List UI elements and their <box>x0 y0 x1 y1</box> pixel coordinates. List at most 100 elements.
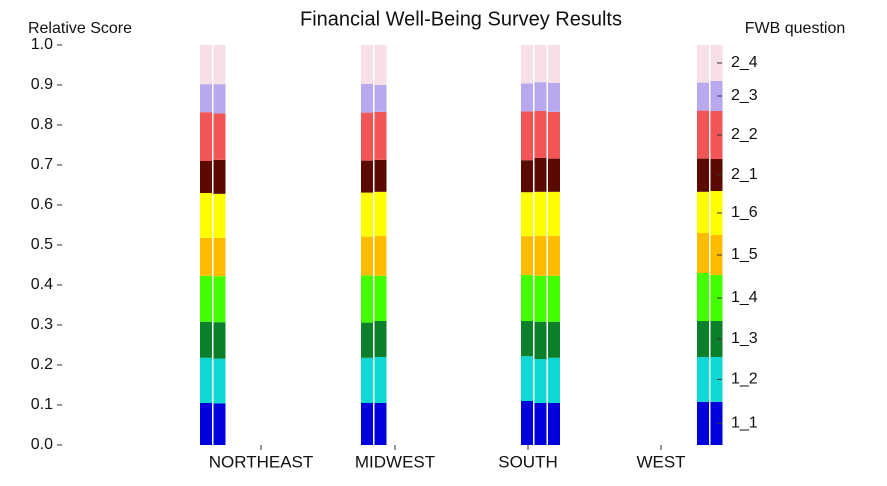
bar-segment <box>548 111 560 159</box>
bar-segment <box>374 321 387 357</box>
y-tick-label: 0.7 <box>31 156 53 173</box>
bar-segment <box>374 85 387 112</box>
bar-segment <box>710 159 723 191</box>
bar-segment <box>213 113 226 160</box>
bar-segment <box>697 273 709 321</box>
bar-segment <box>361 83 373 113</box>
y-tick-label: 0.6 <box>31 196 53 213</box>
bar-segment <box>534 157 547 192</box>
bar-segment <box>710 111 723 159</box>
bar-segment <box>534 321 547 359</box>
y-tick-label: 0.4 <box>31 276 53 293</box>
bar-segment <box>534 235 547 276</box>
legend-label: 2_3 <box>731 87 758 104</box>
bar-segment <box>374 235 387 276</box>
bar-segment <box>710 357 723 402</box>
bar-segment <box>521 192 533 237</box>
bar-segment <box>710 275 723 321</box>
x-tick-label: MIDWEST <box>355 452 435 471</box>
bar-segment <box>534 82 547 111</box>
bar-segment <box>213 159 226 194</box>
bar-segment <box>374 111 387 160</box>
bar-segment <box>548 191 560 236</box>
bar-segment <box>521 160 533 193</box>
legend-label: 1_4 <box>731 289 758 306</box>
bar-segment <box>697 158 709 192</box>
bar-segment <box>374 45 387 85</box>
bar-segment <box>548 158 560 192</box>
bar-segment <box>374 403 387 445</box>
bar-segment <box>710 401 723 445</box>
bar-segment <box>697 110 709 159</box>
bar-segment <box>213 45 226 85</box>
y-tick-label: 0.9 <box>31 76 53 93</box>
bar-segment <box>521 111 533 161</box>
bar-segment <box>213 322 226 359</box>
bar-segment <box>200 84 212 113</box>
y-tick-label: 0.1 <box>31 396 53 413</box>
bar-segment <box>710 45 723 81</box>
legend-title: FWB question <box>745 20 845 37</box>
bar-segment <box>710 235 723 275</box>
bar-segment <box>200 357 212 403</box>
y-tick-label: 0.8 <box>31 116 53 133</box>
bar-segment <box>361 112 373 161</box>
legend-label: 1_5 <box>731 246 758 263</box>
bar-segment <box>548 275 560 322</box>
bar-segment <box>374 357 387 403</box>
bar-segment <box>697 401 709 445</box>
bar-segment <box>521 356 533 401</box>
bar-segment <box>213 276 226 323</box>
bar-segment <box>521 275 533 321</box>
bar-segment <box>200 193 212 238</box>
bar-segment <box>548 235 560 276</box>
bar-segment <box>548 83 560 112</box>
y-axis-label: Relative Score <box>28 20 132 37</box>
bar-segment <box>200 45 212 85</box>
bar-segment <box>697 321 709 357</box>
y-tick-label: 0.2 <box>31 356 53 373</box>
legend-label: 1_2 <box>731 371 758 388</box>
bar-segment <box>697 357 709 402</box>
bar-segment <box>200 403 212 445</box>
bar-segment <box>548 45 560 83</box>
legend-label: 1_3 <box>731 330 758 347</box>
bar-segment <box>534 359 547 403</box>
bar-segment <box>213 358 226 404</box>
bar-segment <box>374 275 387 321</box>
bar-segment <box>534 45 547 83</box>
bar-segment <box>697 82 709 111</box>
bar-segment <box>200 161 212 193</box>
bar-segment <box>548 357 560 403</box>
bar-segment <box>361 160 373 193</box>
bar-segment <box>200 275 212 322</box>
bar-segment <box>213 84 226 114</box>
legend-label: 2_4 <box>731 54 758 71</box>
bar-segment <box>374 191 387 236</box>
bar-segment <box>534 403 547 445</box>
bar-segment <box>534 191 547 236</box>
bar-segment <box>361 236 373 276</box>
x-tick-label: NORTHEAST <box>209 452 314 471</box>
bar-segment <box>534 275 547 322</box>
bar-segment <box>200 321 212 358</box>
bar-segment <box>521 401 533 445</box>
legend-label: 1_1 <box>731 415 758 432</box>
bar-segment <box>213 193 226 238</box>
bar-segment <box>521 83 533 112</box>
bar-segment <box>374 159 387 192</box>
y-tick-label: 1.0 <box>31 36 53 53</box>
bar-segment <box>361 357 373 403</box>
y-tick-label: 0.3 <box>31 316 53 333</box>
bar-segment <box>710 81 723 111</box>
x-tick-label: SOUTH <box>498 452 558 471</box>
bar-segment <box>548 403 560 445</box>
bar-segment <box>710 191 723 235</box>
bar-segment <box>213 237 226 277</box>
bar-segment <box>213 403 226 445</box>
bar-segment <box>361 275 373 323</box>
x-tick-label: WEST <box>636 452 685 471</box>
bar-segment <box>361 192 373 237</box>
legend-label: 2_2 <box>731 126 758 143</box>
bar-segment <box>521 45 533 84</box>
